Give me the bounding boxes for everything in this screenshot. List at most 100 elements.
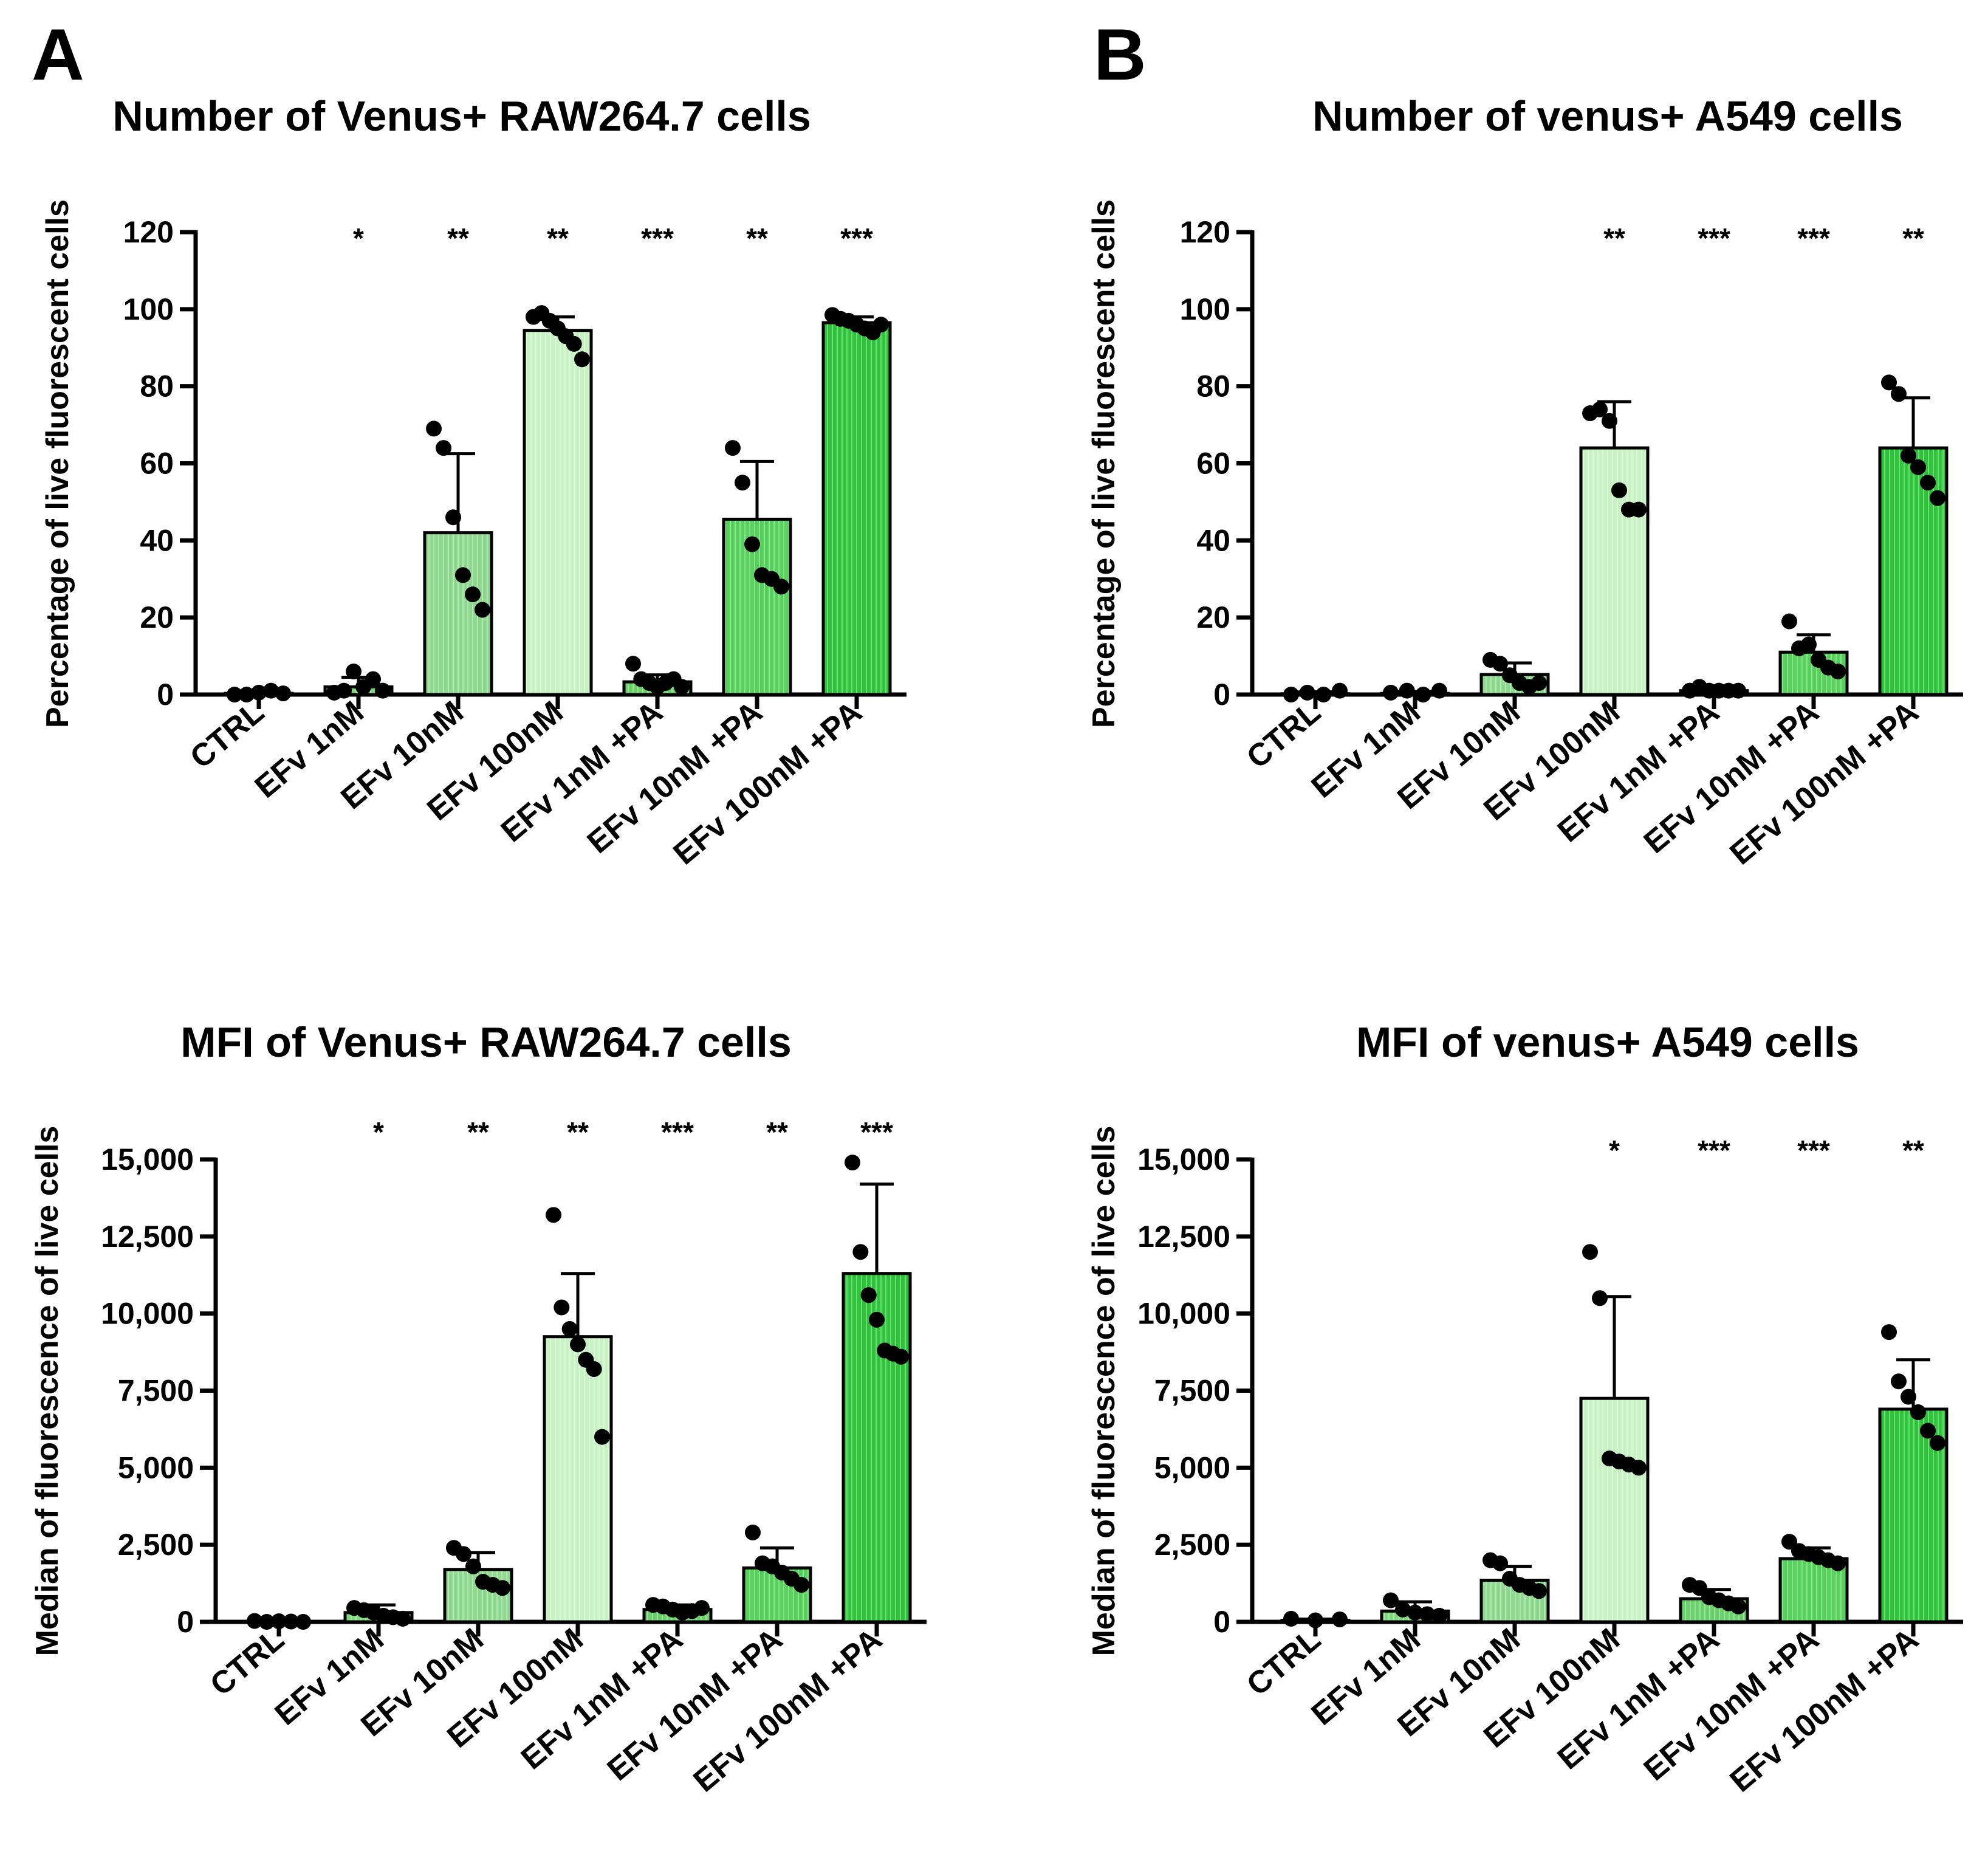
data-point: [227, 687, 242, 702]
y-tick-label: 100: [1180, 292, 1230, 326]
data-point: [1730, 682, 1746, 699]
data-point: [1332, 1611, 1348, 1627]
data-point: [1407, 1604, 1423, 1621]
data-point: [1602, 413, 1617, 429]
y-tick-label: 10,000: [1137, 1297, 1230, 1331]
data-point: [566, 335, 582, 352]
data-point: [239, 687, 255, 702]
data-point: [674, 679, 690, 695]
significance-label: **: [547, 222, 569, 254]
data-point: [1631, 1460, 1647, 1476]
data-point: [1830, 1555, 1846, 1571]
x-tick-label: EFv 10nM +PA: [581, 695, 769, 860]
bar: [1878, 446, 1949, 696]
data-point: [694, 1600, 710, 1616]
data-point: [1881, 1324, 1897, 1341]
data-point: [465, 586, 481, 603]
data-point: [1730, 1598, 1746, 1615]
y-tick-label: 20: [140, 600, 174, 634]
y-tick-label: 2,500: [118, 1528, 194, 1562]
data-point: [1611, 482, 1627, 498]
significance-label: **: [746, 222, 768, 254]
data-point: [1308, 1612, 1323, 1629]
significance-label: **: [766, 1116, 788, 1148]
significance-label: ***: [1797, 222, 1830, 254]
data-point: [1920, 475, 1936, 491]
y-tick-label: 60: [140, 447, 174, 481]
data-point: [1920, 1423, 1936, 1439]
data-point: [561, 1321, 578, 1337]
data-point: [295, 1614, 311, 1630]
significance-label: ***: [661, 1116, 694, 1148]
data-point: [546, 1207, 561, 1223]
y-axis-label: Median of fluorescence of live cells: [30, 1126, 65, 1656]
data-point: [251, 684, 267, 701]
y-tick-label: 10,000: [101, 1297, 194, 1331]
data-point: [1881, 374, 1897, 391]
significance-label: **: [447, 222, 469, 254]
y-tick-label: 40: [1196, 523, 1230, 557]
data-point: [365, 671, 381, 687]
panel-letter-b: B: [1094, 14, 1147, 95]
y-tick-label: 15,000: [1137, 1142, 1230, 1176]
y-tick-label: 0: [1213, 678, 1230, 712]
data-point: [852, 1244, 869, 1260]
data-point: [1332, 682, 1348, 699]
data-point: [869, 1311, 885, 1328]
chart-venus-raw-percentage: Number of Venus+ RAW264.7 cells Percentag…: [40, 92, 907, 872]
data-point: [594, 1429, 610, 1445]
data-point: [570, 1336, 586, 1353]
y-tick-label: 120: [1180, 215, 1230, 249]
data-point: [1383, 684, 1399, 701]
data-point: [1891, 1373, 1907, 1390]
x-tick-label: CTRL: [204, 1622, 290, 1703]
x-tick-label: CTRL: [183, 695, 270, 776]
bar: [543, 1335, 613, 1624]
data-point: [1592, 1290, 1608, 1306]
significance-label: ***: [840, 222, 873, 254]
data-point: [271, 1613, 287, 1629]
data-point: [1891, 386, 1907, 402]
chart-title: Number of venus+ A549 cells: [1312, 92, 1903, 140]
y-tick-label: 0: [177, 1605, 194, 1639]
data-point: [1419, 1606, 1435, 1622]
y-tick-label: 80: [140, 369, 174, 403]
data-point: [346, 663, 362, 679]
data-point: [275, 685, 291, 702]
y-tick-label: 5,000: [1154, 1450, 1230, 1485]
data-point: [1631, 501, 1647, 518]
y-tick-label: 80: [1196, 369, 1230, 403]
data-point: [1781, 613, 1797, 630]
chart-title: MFI of Venus+ RAW264.7 cells: [180, 1018, 792, 1066]
significance-label: **: [567, 1116, 589, 1148]
data-point: [1910, 459, 1926, 475]
y-tick-label: 60: [1196, 447, 1230, 481]
significance-label: **: [1902, 222, 1924, 254]
data-point: [1492, 656, 1508, 672]
data-point: [283, 1613, 299, 1630]
data-point: [465, 1558, 481, 1574]
bar: [1579, 1396, 1650, 1624]
data-point: [1910, 1404, 1926, 1421]
data-point: [475, 602, 490, 618]
data-point: [845, 1155, 860, 1171]
data-point: [445, 509, 461, 526]
significance-label: **: [467, 1116, 489, 1148]
significance-label: ***: [860, 1116, 893, 1148]
data-point: [625, 656, 641, 672]
data-point: [1531, 1583, 1547, 1599]
data-point: [1930, 490, 1945, 506]
data-point: [893, 1348, 909, 1365]
panel-letter-a: A: [32, 14, 84, 95]
data-point: [395, 1610, 411, 1627]
y-tick-label: 0: [1213, 1605, 1230, 1639]
data-point: [1582, 1244, 1598, 1260]
data-point: [586, 1361, 602, 1377]
chart-venus-a549-percentage: Number of venus+ A549 cells Percentage of…: [1086, 92, 1963, 872]
y-tick-label: 12,500: [1137, 1220, 1230, 1254]
data-point: [1431, 682, 1447, 699]
data-point: [873, 317, 889, 333]
significance-label: ***: [1797, 1135, 1830, 1166]
data-point: [554, 1299, 570, 1316]
data-point: [1431, 1607, 1447, 1624]
